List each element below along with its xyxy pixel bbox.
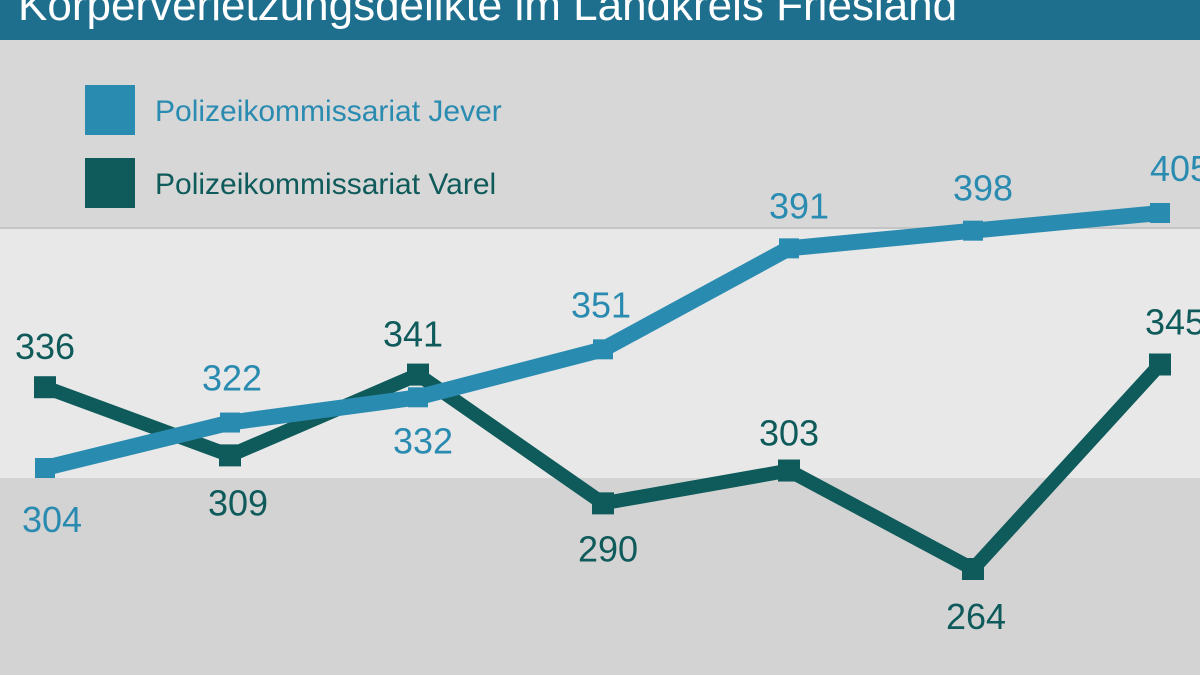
marker-varel-6 (1149, 353, 1171, 376)
title-bar-background (0, 0, 1200, 40)
series-markers (34, 203, 1171, 580)
marker-jever-3 (593, 339, 613, 360)
data-label-varel-5: 264 (946, 596, 1006, 637)
marker-jever-4 (779, 238, 799, 259)
marker-varel-5 (962, 558, 984, 580)
marker-varel-0 (34, 376, 56, 399)
data-label-jever-1: 322 (202, 358, 262, 399)
title-bar: Körperverletzungsdelikte im Landkreis Fr… (0, 0, 1200, 40)
legend-swatch-varel (85, 158, 135, 208)
data-label-jever-3: 351 (571, 284, 631, 325)
marker-varel-4 (778, 459, 800, 482)
data-label-jever-5: 398 (953, 168, 1013, 209)
marker-varel-3 (592, 492, 614, 515)
legend-label-jever: Polizeikommissariat Jever (155, 95, 502, 128)
data-label-varel-0: 336 (15, 326, 75, 367)
marker-jever-6 (1150, 203, 1170, 223)
marker-varel-2 (407, 363, 429, 386)
marker-varel-1 (219, 444, 241, 467)
band-top (0, 40, 1200, 228)
data-label-jever-4: 391 (769, 185, 829, 226)
chart-title: Körperverletzungsdelikte im Landkreis Fr… (18, 0, 957, 30)
data-label-jever-0: 304 (22, 499, 82, 540)
data-label-jever-2: 332 (393, 420, 453, 461)
marker-jever-2 (408, 387, 428, 408)
data-label-varel-6: 345 (1145, 301, 1200, 342)
legend: Polizeikommissariat Jever Polizeikommiss… (85, 85, 502, 208)
data-label-varel-3: 290 (578, 528, 638, 569)
marker-jever-1 (220, 412, 240, 433)
marker-jever-5 (963, 220, 983, 241)
data-label-varel-1: 309 (208, 482, 268, 523)
data-label-varel-4: 303 (759, 413, 819, 454)
data-label-varel-2: 341 (383, 314, 443, 355)
data-labels: 336 309 341 290 303 264 345 304 322 332 351 391 398 4… (15, 148, 1200, 637)
legend-label-varel: Polizeikommissariat Varel (155, 168, 496, 201)
data-label-jever-6: 405 (1150, 148, 1200, 189)
legend-swatch-jever (85, 85, 135, 135)
marker-jever-0 (35, 458, 55, 479)
